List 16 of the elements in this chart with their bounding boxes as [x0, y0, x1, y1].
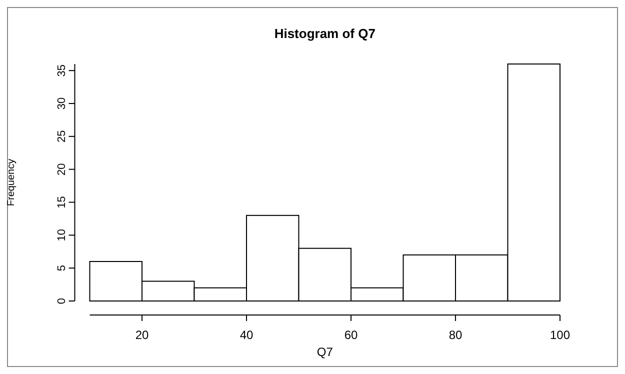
- x-tick-label: 20: [135, 328, 149, 342]
- y-tick-label: 15: [56, 196, 68, 208]
- x-tick-label: 80: [448, 328, 462, 342]
- y-tick-label: 10: [56, 229, 68, 242]
- x-tick-label: 100: [550, 328, 570, 342]
- x-axis-title: Q7: [316, 345, 334, 359]
- y-tick-label: 35: [56, 64, 68, 77]
- y-tick-label: 0: [56, 298, 68, 304]
- y-axis-title: Frequency: [6, 158, 17, 206]
- x-tick-label: 40: [240, 328, 254, 342]
- y-tick-label: 25: [56, 130, 68, 143]
- y-tick-label: 30: [56, 97, 68, 110]
- x-tick-label: 60: [344, 328, 358, 342]
- chart-title: Histogram of Q7: [274, 26, 376, 41]
- y-tick-label: 5: [56, 265, 68, 272]
- y-tick-label: 20: [56, 163, 68, 176]
